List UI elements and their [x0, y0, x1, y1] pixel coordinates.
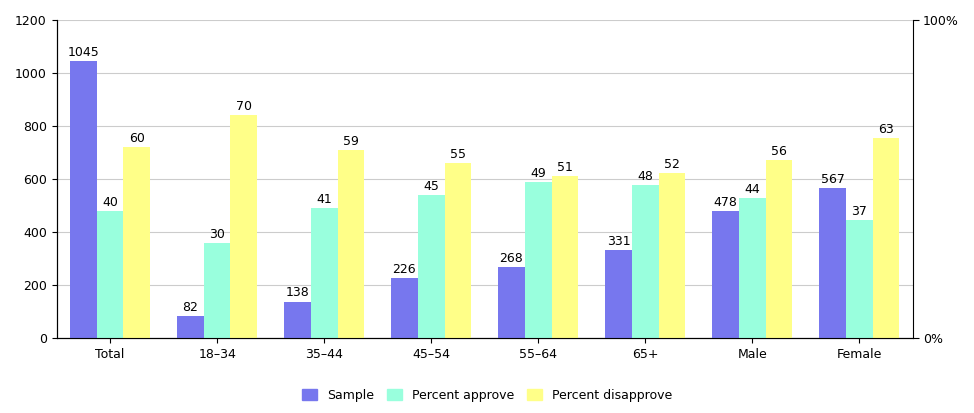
- Bar: [525, 182, 551, 338]
- Bar: [311, 208, 338, 338]
- Text: 567: 567: [820, 173, 844, 186]
- Bar: [96, 211, 124, 338]
- Bar: [739, 198, 766, 338]
- Bar: [551, 176, 579, 338]
- Bar: [712, 211, 739, 338]
- Bar: [70, 61, 96, 338]
- Bar: [845, 221, 873, 338]
- Text: 37: 37: [851, 205, 867, 218]
- Bar: [819, 188, 845, 338]
- Text: 478: 478: [714, 196, 737, 209]
- Text: 70: 70: [236, 100, 252, 113]
- Text: 48: 48: [637, 170, 654, 183]
- Bar: [658, 173, 686, 338]
- Text: 331: 331: [607, 235, 630, 248]
- Text: 49: 49: [530, 167, 546, 180]
- Text: 52: 52: [664, 158, 680, 171]
- Bar: [873, 138, 899, 338]
- Text: 60: 60: [129, 132, 145, 145]
- Text: 40: 40: [102, 196, 118, 209]
- Text: 63: 63: [879, 123, 894, 135]
- Bar: [124, 147, 150, 338]
- Text: 44: 44: [744, 183, 760, 196]
- Text: 45: 45: [424, 180, 439, 193]
- Text: 30: 30: [209, 228, 225, 240]
- Legend: Sample, Percent approve, Percent disapprove: Sample, Percent approve, Percent disappr…: [297, 384, 677, 407]
- Text: 268: 268: [500, 252, 523, 265]
- Text: 41: 41: [317, 192, 332, 206]
- Text: 226: 226: [393, 263, 416, 276]
- Bar: [284, 301, 311, 338]
- Text: 55: 55: [450, 148, 466, 161]
- Text: 56: 56: [771, 145, 787, 158]
- Bar: [204, 243, 231, 338]
- Bar: [498, 267, 525, 338]
- Text: 1045: 1045: [67, 46, 99, 59]
- Bar: [418, 195, 444, 338]
- Bar: [231, 115, 257, 338]
- Text: 82: 82: [182, 301, 199, 314]
- Bar: [444, 163, 471, 338]
- Bar: [177, 316, 204, 338]
- Bar: [632, 185, 658, 338]
- Text: 59: 59: [343, 135, 358, 148]
- Text: 51: 51: [557, 161, 573, 174]
- Text: 138: 138: [285, 286, 310, 299]
- Bar: [338, 150, 364, 338]
- Bar: [605, 250, 632, 338]
- Bar: [766, 160, 792, 338]
- Bar: [391, 278, 418, 338]
